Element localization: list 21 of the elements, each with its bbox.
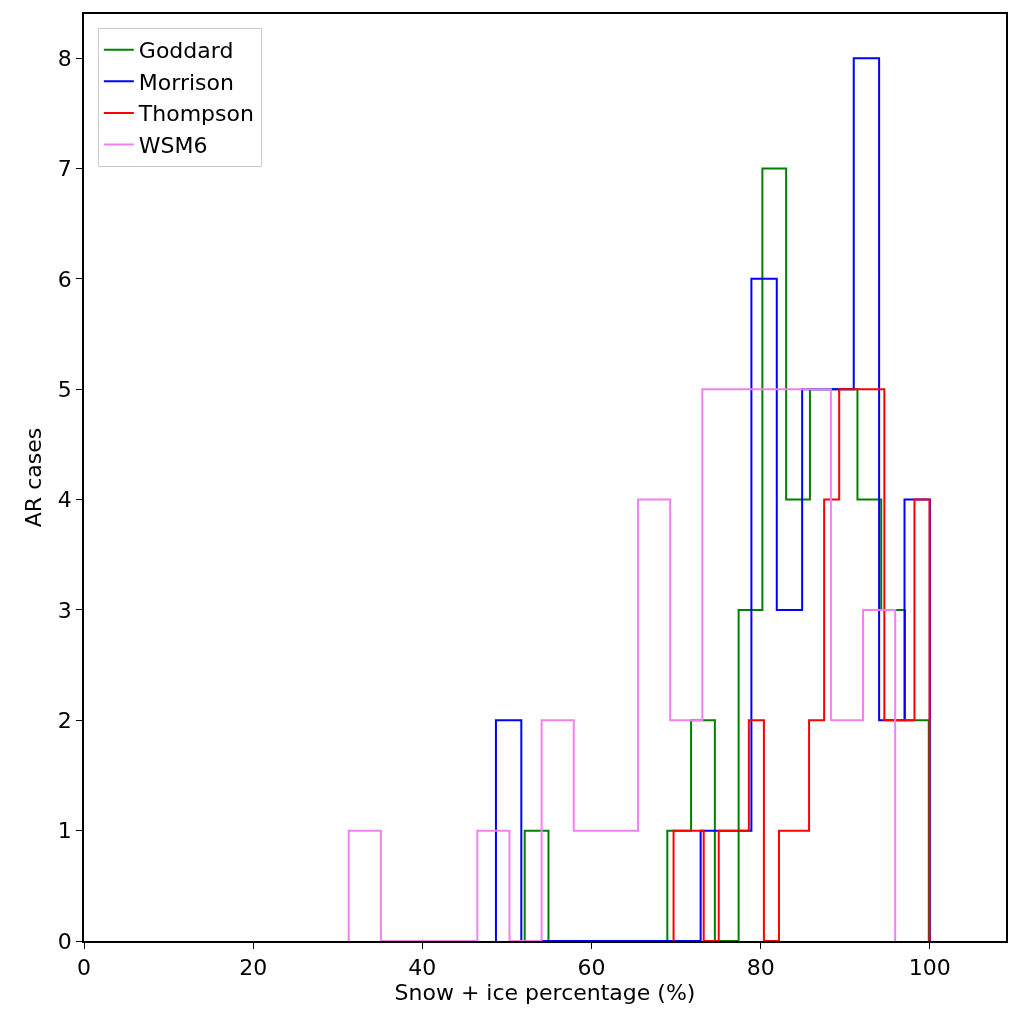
x-tick-label: 100 xyxy=(908,955,951,981)
x-tick-label: 40 xyxy=(408,955,437,981)
x-tick-label: 60 xyxy=(577,955,606,981)
y-tick-label: 2 xyxy=(57,707,72,733)
y-tick-label: 3 xyxy=(57,597,72,623)
legend-label: Morrison xyxy=(138,69,234,95)
y-axis-title: AR cases xyxy=(21,427,47,528)
x-tick-label: 20 xyxy=(239,955,268,981)
y-tick-label: 4 xyxy=(57,487,72,513)
y-tick-label: 1 xyxy=(57,818,72,844)
x-tick-label: 0 xyxy=(77,955,91,981)
legend-label: Thompson xyxy=(137,101,254,127)
x-tick-label: 80 xyxy=(746,955,775,981)
legend-label: Goddard xyxy=(138,38,234,64)
y-tick-label: 8 xyxy=(57,45,72,71)
y-tick-label: 6 xyxy=(57,266,72,292)
x-axis-title: Snow + ice percentage (%) xyxy=(394,980,696,1006)
legend-label: WSM6 xyxy=(138,133,208,159)
y-tick-label: 0 xyxy=(57,928,72,954)
y-tick-label: 7 xyxy=(57,156,72,182)
y-tick-label: 5 xyxy=(57,376,72,402)
